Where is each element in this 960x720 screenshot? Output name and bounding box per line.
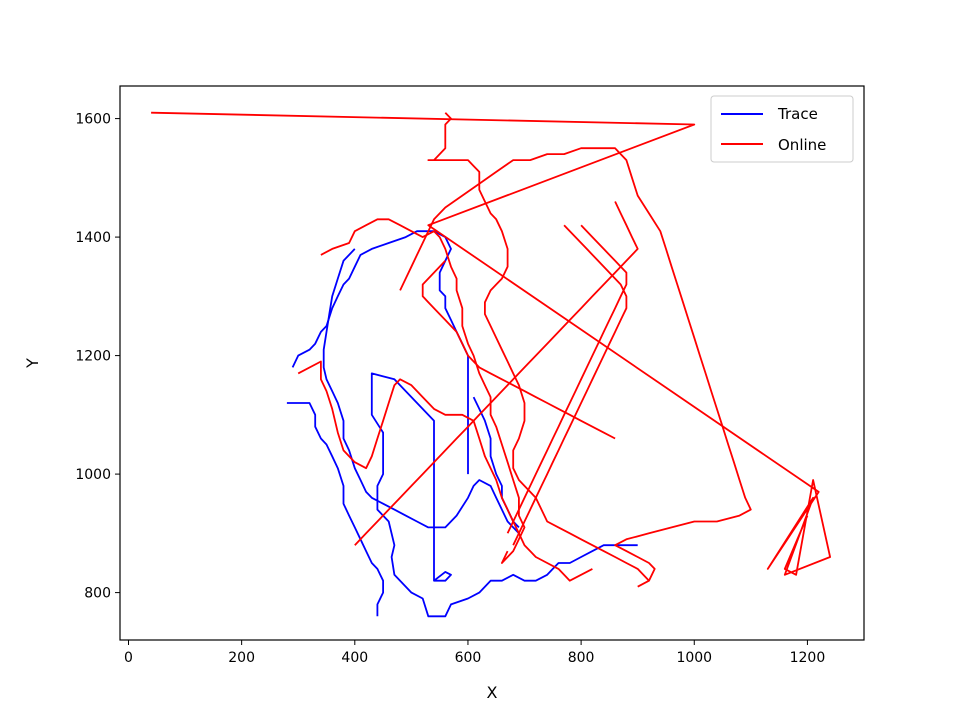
x-tick-label: 600 [455,650,482,666]
y-tick-label: 1400 [75,230,111,246]
x-tick-label: 200 [228,650,255,666]
series-line-online-5 [151,111,831,576]
series-line-trace-0 [370,372,638,618]
legend-label-online: Online [778,136,826,154]
series-line-online-11 [506,224,628,534]
x-tick-label: 800 [568,650,595,666]
y-axis-ticks: 800 1000 1200 1400 1600 [75,112,120,602]
series-line-online-6 [320,218,526,564]
x-tick-label: 1000 [676,650,712,666]
series-line-online-7 [297,360,593,582]
legend-box [710,95,854,163]
series-line-online-13 [354,201,639,546]
y-tick-label: 1200 [75,349,111,365]
x-tick-label: 0 [124,650,133,666]
y-tick-label: 1600 [75,112,111,128]
series-line-online-9 [427,112,650,582]
y-tick-label: 1000 [75,467,111,483]
x-axis-title: X [487,683,498,702]
y-axis-title: Y [23,358,42,369]
series-line-trace-2 [286,402,385,617]
series-line-online-8 [399,147,752,588]
plot-frame [119,85,865,641]
x-tick-label: 1200 [790,650,826,666]
series-layer [151,111,831,618]
x-axis-ticks: 0 200 400 600 800 1000 1200 [124,640,825,666]
series-line-trace-3 [322,248,520,534]
legend: Trace Online [710,95,854,163]
series-line-online-12 [512,224,628,546]
x-tick-label: 400 [341,650,368,666]
y-tick-label: 800 [84,586,111,602]
legend-label-trace: Trace [777,105,818,123]
